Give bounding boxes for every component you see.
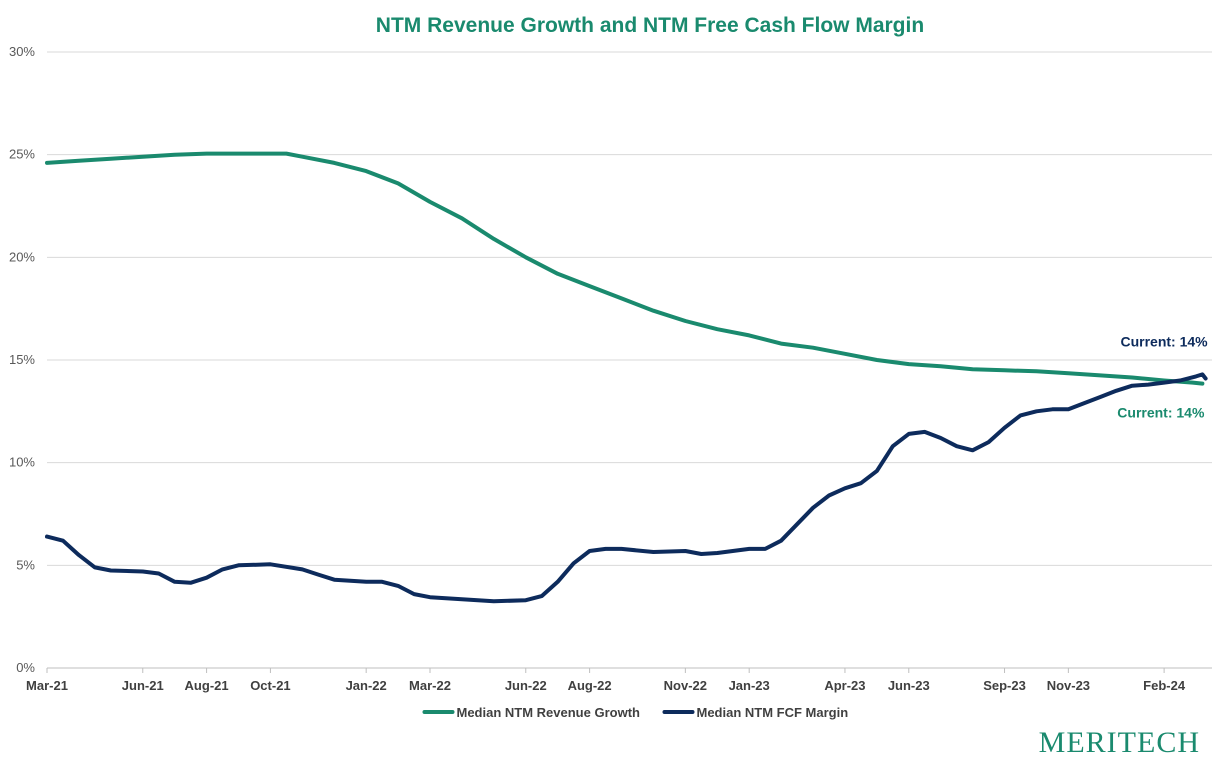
x-tick-label: Mar-22: [409, 678, 451, 693]
y-axis: 0% 5% 10% 15% 20% 25% 30%: [9, 44, 35, 675]
annotations: Current: 14% Current: 14%: [1117, 333, 1208, 420]
x-tick-label: Nov-23: [1047, 678, 1090, 693]
legend-label: Median NTM Revenue Growth: [457, 705, 641, 720]
x-tick-label: Jan-23: [729, 678, 770, 693]
x-tick-label: Mar-21: [26, 678, 68, 693]
x-tick-label: Aug-22: [568, 678, 612, 693]
meritech-logo: MERITECH: [1039, 726, 1200, 756]
x-tick-label: Aug-21: [185, 678, 229, 693]
revenue-current-annotation: Current: 14%: [1117, 405, 1205, 421]
y-tick-label: 0%: [16, 660, 35, 675]
grid-lines: [47, 51, 1212, 566]
chart-title: NTM Revenue Growth and NTM Free Cash Flo…: [376, 14, 924, 37]
x-tick-label: Jun-21: [122, 678, 164, 693]
x-axis: Mar-21 Jun-21 Aug-21 Oct-21 Jan-22 Mar-22 Jun-…: [26, 667, 1212, 693]
x-tick-label: Oct-21: [250, 678, 290, 693]
y-tick-label: 20%: [9, 249, 35, 264]
legend: Median NTM Revenue Growth Median NTM FCF …: [422, 705, 849, 720]
y-tick-label: 15%: [9, 352, 35, 367]
x-tick-label: Jan-22: [346, 678, 387, 693]
x-tick-label: Feb-24: [1143, 678, 1186, 693]
y-tick-label: 10%: [9, 455, 35, 470]
x-tick-label: Jun-22: [505, 678, 547, 693]
revenue-growth-line: [45, 151, 1205, 386]
fcf-margin-line: [45, 372, 1208, 604]
y-tick-label: 30%: [9, 44, 35, 59]
legend-label: Median NTM FCF Margin: [697, 705, 849, 720]
x-tick-label: Sep-23: [983, 678, 1026, 693]
series-lines: [45, 151, 1208, 604]
x-tick-label: Nov-22: [664, 678, 707, 693]
x-tick-label: Apr-23: [824, 678, 865, 693]
y-tick-label: 5%: [16, 557, 35, 572]
y-tick-label: 25%: [9, 147, 35, 162]
fcf-current-annotation: Current: 14%: [1120, 333, 1208, 349]
x-tick-label: Jun-23: [888, 678, 930, 693]
